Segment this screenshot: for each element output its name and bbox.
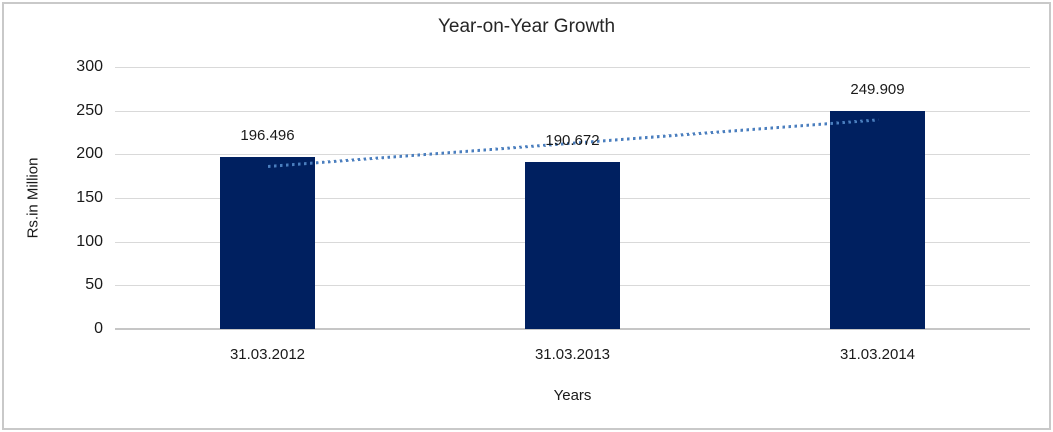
chart-title: Year-on-Year Growth [437,16,616,37]
x-tick-label: 31.03.2012 [229,346,306,363]
x-axis-line [115,328,1030,330]
y-tick-label: 0 [94,320,103,337]
y-tick-label: 300 [76,58,103,75]
y-tick-label: 250 [76,101,103,119]
data-label: 249.909 [850,80,905,98]
gridline [115,154,1030,156]
y-tick-label: 100 [76,232,103,250]
data-label: 196.496 [240,127,295,145]
y-tick-label: 150 [76,189,103,206]
plot-area [115,67,1030,330]
bar-31.03.2013 [525,162,620,329]
x-axis-title: Years [553,387,592,404]
y-axis-title: Rs.in Million [24,157,42,239]
bar-31.03.2012 [220,157,315,329]
data-label: 190.672 [545,132,600,150]
bar-31.03.2014 [830,110,925,329]
y-tick-label: 50 [85,276,103,294]
gridline [115,67,1030,68]
x-tick-label: 31.03.2014 [839,346,916,363]
gridline [115,110,1030,112]
x-tick-label: 31.03.2013 [534,346,611,363]
y-tick-label: 200 [76,145,103,163]
